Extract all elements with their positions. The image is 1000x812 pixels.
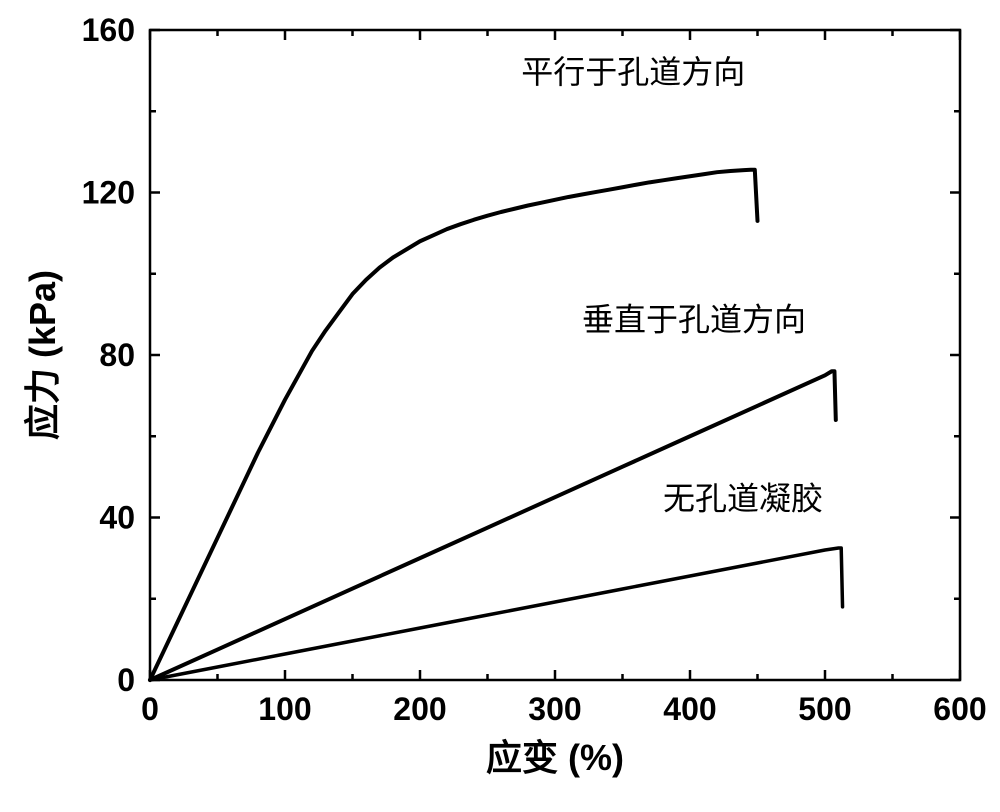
y-tick-label: 80 [99,337,135,373]
x-tick-label: 300 [528,691,581,727]
y-tick-label: 160 [82,12,135,48]
y-tick-label: 40 [99,500,135,536]
x-tick-label: 0 [141,691,159,727]
x-tick-label: 400 [663,691,716,727]
y-tick-label: 0 [117,662,135,698]
series-perpendicular [150,371,836,680]
x-tick-label: 500 [798,691,851,727]
series-label-parallel: 平行于孔道方向 [521,54,745,90]
plot-border [150,30,960,680]
x-tick-label: 600 [933,691,986,727]
y-axis-title: 应力 (kPa) [22,270,63,440]
x-axis-title: 应变 (%) [486,737,624,778]
series-noporous [150,548,843,680]
chart-container: 0 100 200 300 400 500 600 0 40 80 120 160 应变 (%) 应力 (… [0,0,1000,812]
series-label-noporous: 无孔道凝胶 [663,480,823,516]
x-tick-label: 200 [393,691,446,727]
stress-strain-chart: 0 100 200 300 400 500 600 0 40 80 120 160 应变 (%) 应力 (… [0,0,1000,812]
series-label-perpendicular: 垂直于孔道方向 [582,302,806,338]
x-tick-label: 100 [258,691,311,727]
y-tick-label: 120 [82,175,135,211]
series-parallel [150,170,758,680]
